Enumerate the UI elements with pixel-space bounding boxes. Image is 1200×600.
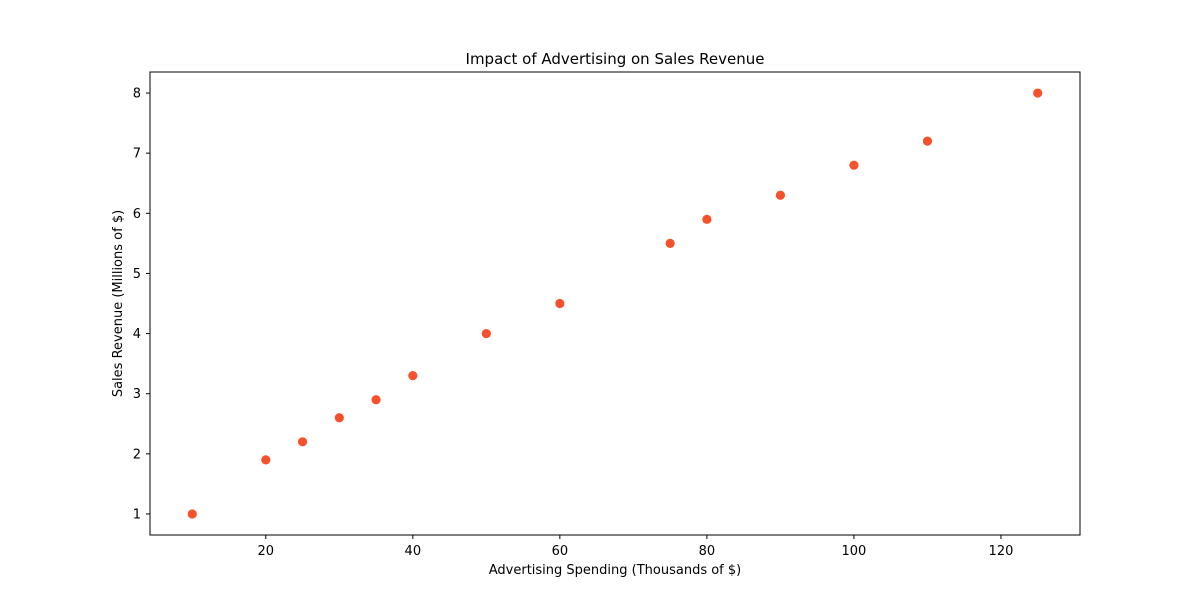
data-point bbox=[481, 328, 491, 339]
y-tick-label: 3 bbox=[133, 387, 141, 402]
data-point bbox=[334, 413, 344, 423]
chart-title: Impact of Advertising on Sales Revenue bbox=[466, 50, 765, 68]
data-points bbox=[187, 88, 1043, 519]
x-tick-label: 60 bbox=[552, 544, 569, 559]
data-point bbox=[297, 437, 308, 447]
data-point bbox=[702, 214, 712, 224]
data-point bbox=[555, 298, 565, 309]
y-axis: 1 2 3 4 5 6 7 8 bbox=[133, 87, 150, 522]
x-tick-label: 80 bbox=[699, 544, 716, 559]
data-point bbox=[408, 371, 418, 381]
data-point bbox=[665, 238, 675, 248]
data-point bbox=[849, 160, 859, 170]
data-point bbox=[371, 395, 381, 405]
x-axis-label: Advertising Spending (Thousands of $) bbox=[489, 563, 741, 578]
x-tick-label: 20 bbox=[258, 544, 275, 559]
y-tick-label: 4 bbox=[133, 327, 141, 342]
x-tick-label: 120 bbox=[989, 544, 1014, 559]
data-point bbox=[922, 136, 933, 146]
plot-frame bbox=[149, 71, 1081, 536]
x-tick-label: 100 bbox=[842, 544, 867, 559]
y-tick-label: 7 bbox=[133, 147, 141, 162]
y-tick-label: 5 bbox=[133, 267, 141, 282]
y-tick-label: 6 bbox=[133, 207, 141, 222]
y-tick-label: 2 bbox=[133, 447, 141, 462]
y-axis-label: Sales Revenue (Millions of $) bbox=[111, 210, 126, 397]
y-tick-label: 1 bbox=[133, 507, 141, 522]
y-tick-label: 8 bbox=[133, 87, 141, 102]
data-point bbox=[1033, 88, 1043, 98]
x-axis: 20 40 60 80 100 120 bbox=[258, 535, 1014, 559]
data-point bbox=[187, 509, 197, 519]
data-point bbox=[775, 190, 786, 200]
x-tick-label: 40 bbox=[405, 544, 422, 559]
data-point bbox=[261, 455, 271, 465]
